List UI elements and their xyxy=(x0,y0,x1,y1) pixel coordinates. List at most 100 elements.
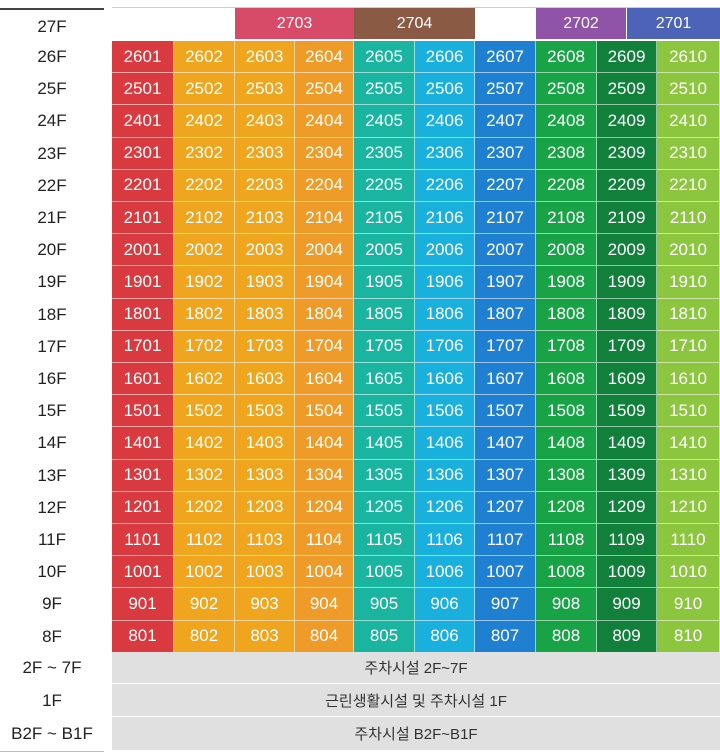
unit-cell[interactable]: 1206 xyxy=(415,491,475,524)
unit-cell[interactable]: 1104 xyxy=(295,524,354,557)
unit-cell[interactable]: 1805 xyxy=(354,298,415,331)
unit-cell[interactable]: 801 xyxy=(112,620,174,653)
unit-cell[interactable]: 1209 xyxy=(597,491,657,524)
unit-cell[interactable]: 1204 xyxy=(295,491,354,524)
unit-cell[interactable]: 2506 xyxy=(415,73,475,106)
unit-cell[interactable]: 1408 xyxy=(536,427,597,460)
unit-cell[interactable]: 1607 xyxy=(475,363,536,396)
unit-cell[interactable]: 1502 xyxy=(174,395,235,428)
unit-cell[interactable]: 2310 xyxy=(657,137,720,170)
penthouse-2701[interactable]: 2701 xyxy=(627,8,720,39)
unit-cell[interactable]: 1404 xyxy=(295,427,354,460)
unit-cell[interactable]: 1101 xyxy=(112,524,174,557)
unit-cell[interactable]: 2605 xyxy=(354,41,415,74)
unit-cell[interactable]: 2202 xyxy=(174,169,235,202)
unit-cell[interactable]: 2101 xyxy=(112,202,174,235)
unit-cell[interactable]: 904 xyxy=(295,588,354,621)
unit-cell[interactable]: 2302 xyxy=(174,137,235,170)
unit-cell[interactable]: 2603 xyxy=(235,41,295,74)
unit-cell[interactable]: 1207 xyxy=(475,491,536,524)
unit-cell[interactable]: 2003 xyxy=(235,234,295,267)
unit-cell[interactable]: 809 xyxy=(597,620,657,653)
unit-cell[interactable]: 2006 xyxy=(415,234,475,267)
unit-cell[interactable]: 2401 xyxy=(112,105,174,138)
unit-cell[interactable]: 1903 xyxy=(235,266,295,299)
unit-cell[interactable]: 1905 xyxy=(354,266,415,299)
unit-cell[interactable]: 2307 xyxy=(475,137,536,170)
unit-cell[interactable]: 906 xyxy=(415,588,475,621)
unit-cell[interactable]: 1910 xyxy=(657,266,720,299)
unit-cell[interactable]: 2501 xyxy=(112,73,174,106)
unit-cell[interactable]: 1402 xyxy=(174,427,235,460)
unit-cell[interactable]: 1608 xyxy=(536,363,597,396)
unit-cell[interactable]: 2106 xyxy=(415,202,475,235)
unit-cell[interactable]: 1505 xyxy=(354,395,415,428)
unit-cell[interactable]: 901 xyxy=(112,588,174,621)
unit-cell[interactable]: 2304 xyxy=(295,137,354,170)
unit-cell[interactable]: 2602 xyxy=(174,41,235,74)
unit-cell[interactable]: 1802 xyxy=(174,298,235,331)
unit-cell[interactable]: 2104 xyxy=(295,202,354,235)
unit-cell[interactable]: 2008 xyxy=(536,234,597,267)
unit-cell[interactable]: 1009 xyxy=(597,556,657,589)
unit-cell[interactable]: 2204 xyxy=(295,169,354,202)
unit-cell[interactable]: 804 xyxy=(295,620,354,653)
unit-cell[interactable]: 1506 xyxy=(415,395,475,428)
unit-cell[interactable]: 1310 xyxy=(657,459,720,492)
unit-cell[interactable]: 1007 xyxy=(475,556,536,589)
unit-cell[interactable]: 2504 xyxy=(295,73,354,106)
unit-cell[interactable]: 1804 xyxy=(295,298,354,331)
unit-cell[interactable]: 2208 xyxy=(536,169,597,202)
unit-cell[interactable]: 1303 xyxy=(235,459,295,492)
unit-cell[interactable]: 1601 xyxy=(112,363,174,396)
unit-cell[interactable]: 1203 xyxy=(235,491,295,524)
unit-cell[interactable]: 1809 xyxy=(597,298,657,331)
unit-cell[interactable]: 1808 xyxy=(536,298,597,331)
unit-cell[interactable]: 802 xyxy=(174,620,235,653)
unit-cell[interactable]: 1202 xyxy=(174,491,235,524)
unit-cell[interactable]: 2509 xyxy=(597,73,657,106)
unit-cell[interactable]: 1504 xyxy=(295,395,354,428)
unit-cell[interactable]: 2306 xyxy=(415,137,475,170)
unit-cell[interactable]: 908 xyxy=(536,588,597,621)
unit-cell[interactable]: 2107 xyxy=(475,202,536,235)
unit-cell[interactable]: 806 xyxy=(415,620,475,653)
unit-cell[interactable]: 1306 xyxy=(415,459,475,492)
unit-cell[interactable]: 1002 xyxy=(174,556,235,589)
unit-cell[interactable]: 1803 xyxy=(235,298,295,331)
unit-cell[interactable]: 2210 xyxy=(657,169,720,202)
unit-cell[interactable]: 1709 xyxy=(597,330,657,363)
unit-cell[interactable]: 1003 xyxy=(235,556,295,589)
unit-cell[interactable]: 1703 xyxy=(235,330,295,363)
unit-cell[interactable]: 1908 xyxy=(536,266,597,299)
unit-cell[interactable]: 1110 xyxy=(657,524,720,557)
penthouse-2703[interactable]: 2703 xyxy=(235,8,354,39)
unit-cell[interactable]: 1909 xyxy=(597,266,657,299)
unit-cell[interactable]: 1403 xyxy=(235,427,295,460)
unit-cell[interactable]: 1510 xyxy=(657,395,720,428)
unit-cell[interactable]: 1807 xyxy=(475,298,536,331)
unit-cell[interactable]: 1109 xyxy=(597,524,657,557)
unit-cell[interactable]: 1305 xyxy=(354,459,415,492)
unit-cell[interactable]: 2505 xyxy=(354,73,415,106)
unit-cell[interactable]: 1304 xyxy=(295,459,354,492)
unit-cell[interactable]: 1106 xyxy=(415,524,475,557)
unit-cell[interactable]: 2005 xyxy=(354,234,415,267)
unit-cell[interactable]: 1708 xyxy=(536,330,597,363)
penthouse-2704[interactable]: 2704 xyxy=(354,8,475,39)
unit-cell[interactable]: 1205 xyxy=(354,491,415,524)
unit-cell[interactable]: 2004 xyxy=(295,234,354,267)
unit-cell[interactable]: 2404 xyxy=(295,105,354,138)
unit-cell[interactable]: 2201 xyxy=(112,169,174,202)
unit-cell[interactable]: 1706 xyxy=(415,330,475,363)
unit-cell[interactable]: 2205 xyxy=(354,169,415,202)
unit-cell[interactable]: 2103 xyxy=(235,202,295,235)
unit-cell[interactable]: 2110 xyxy=(657,202,720,235)
unit-cell[interactable]: 905 xyxy=(354,588,415,621)
unit-cell[interactable]: 2610 xyxy=(657,41,720,74)
unit-cell[interactable]: 1707 xyxy=(475,330,536,363)
unit-cell[interactable]: 808 xyxy=(536,620,597,653)
unit-cell[interactable]: 2102 xyxy=(174,202,235,235)
unit-cell[interactable]: 2606 xyxy=(415,41,475,74)
unit-cell[interactable]: 2601 xyxy=(112,41,174,74)
